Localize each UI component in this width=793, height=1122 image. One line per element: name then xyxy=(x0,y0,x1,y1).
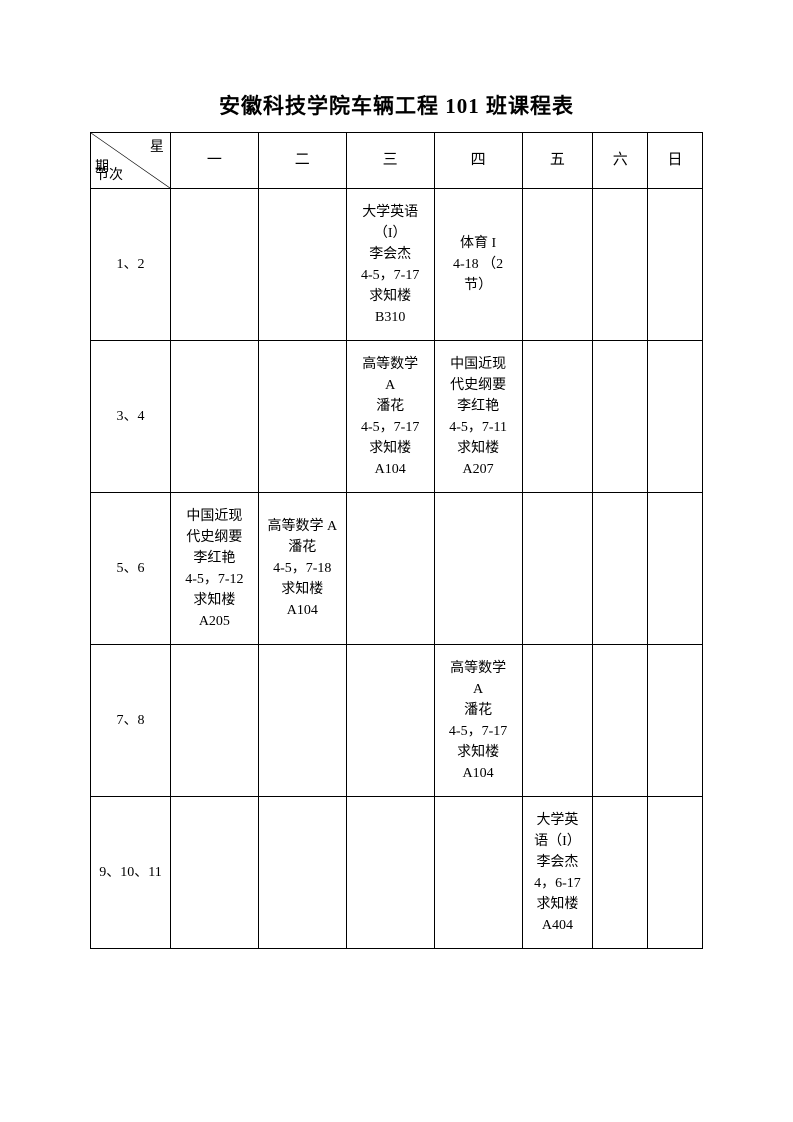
cell xyxy=(170,341,258,493)
period-label: 1、2 xyxy=(91,189,171,341)
period-label: 9、10、11 xyxy=(91,797,171,949)
cell xyxy=(648,797,703,949)
day-header: 六 xyxy=(593,133,648,189)
cell xyxy=(258,645,346,797)
table-row: 7、8 高等数学A潘花4-5，7-17求知楼A104 xyxy=(91,645,703,797)
cell xyxy=(170,189,258,341)
cell xyxy=(648,189,703,341)
cell: 高等数学A潘花4-5，7-17求知楼A104 xyxy=(346,341,434,493)
course-entry: 大学英语（I）李会杰4-5，7-17求知楼B310 xyxy=(349,202,432,328)
cell xyxy=(593,797,648,949)
cell xyxy=(522,341,593,493)
day-header: 日 xyxy=(648,133,703,189)
table-row: 3、4 高等数学A潘花4-5，7-17求知楼A104 中国近现代史纲要李红艳4-… xyxy=(91,341,703,493)
cell: 高等数学 A潘花4-5，7-18求知楼A104 xyxy=(258,493,346,645)
table-header-row: 星 期 节次 一 二 三 四 五 六 日 xyxy=(91,133,703,189)
cell: 大学英语（I）李会杰4，6-17求知楼A404 xyxy=(522,797,593,949)
day-header: 一 xyxy=(170,133,258,189)
page-title: 安徽科技学院车辆工程 101 班课程表 xyxy=(90,90,703,120)
cell xyxy=(434,797,522,949)
cell xyxy=(346,493,434,645)
course-entry: 大学英语（I）李会杰4，6-17求知楼A404 xyxy=(525,810,591,936)
cell xyxy=(258,341,346,493)
day-header: 二 xyxy=(258,133,346,189)
cell xyxy=(648,493,703,645)
course-entry: 高等数学A潘花4-5，7-17求知楼A104 xyxy=(349,354,432,480)
corner-bottom-label: 节次 xyxy=(95,165,123,186)
corner-top-label: 星 xyxy=(150,137,164,158)
cell: 中国近现代史纲要李红艳4-5，7-12求知楼A205 xyxy=(170,493,258,645)
course-entry: 高等数学A潘花4-5，7-17求知楼A104 xyxy=(437,658,520,784)
day-header: 五 xyxy=(522,133,593,189)
course-entry: 高等数学 A潘花4-5，7-18求知楼A104 xyxy=(261,516,344,621)
table-row: 5、6 中国近现代史纲要李红艳4-5，7-12求知楼A205 高等数学 A潘花4… xyxy=(91,493,703,645)
course-entry: 中国近现代史纲要李红艳4-5，7-11求知楼A207 xyxy=(437,354,520,480)
cell xyxy=(593,645,648,797)
day-header: 三 xyxy=(346,133,434,189)
cell xyxy=(346,797,434,949)
cell xyxy=(346,645,434,797)
course-entry: 中国近现代史纲要李红艳4-5，7-12求知楼A205 xyxy=(173,506,256,632)
cell: 大学英语（I）李会杰4-5，7-17求知楼B310 xyxy=(346,189,434,341)
cell xyxy=(170,797,258,949)
cell xyxy=(522,645,593,797)
schedule-table: 星 期 节次 一 二 三 四 五 六 日 1、2 大学英语（I）李会杰4-5，7… xyxy=(90,132,703,949)
table-row: 9、10、11 大学英语（I）李会杰4，6-17求知楼A404 xyxy=(91,797,703,949)
table-row: 1、2 大学英语（I）李会杰4-5，7-17求知楼B310 体育 I4-18 （… xyxy=(91,189,703,341)
period-label: 5、6 xyxy=(91,493,171,645)
period-label: 3、4 xyxy=(91,341,171,493)
cell xyxy=(170,645,258,797)
cell xyxy=(258,797,346,949)
corner-cell: 星 期 节次 xyxy=(91,133,171,189)
cell xyxy=(593,341,648,493)
cell xyxy=(522,189,593,341)
day-header: 四 xyxy=(434,133,522,189)
cell xyxy=(648,645,703,797)
course-entry: 体育 I4-18 （2节） xyxy=(437,233,520,296)
cell: 高等数学A潘花4-5，7-17求知楼A104 xyxy=(434,645,522,797)
cell: 中国近现代史纲要李红艳4-5，7-11求知楼A207 xyxy=(434,341,522,493)
cell: 体育 I4-18 （2节） xyxy=(434,189,522,341)
cell xyxy=(434,493,522,645)
cell xyxy=(648,341,703,493)
cell xyxy=(593,493,648,645)
period-label: 7、8 xyxy=(91,645,171,797)
cell xyxy=(593,189,648,341)
cell xyxy=(258,189,346,341)
cell xyxy=(522,493,593,645)
